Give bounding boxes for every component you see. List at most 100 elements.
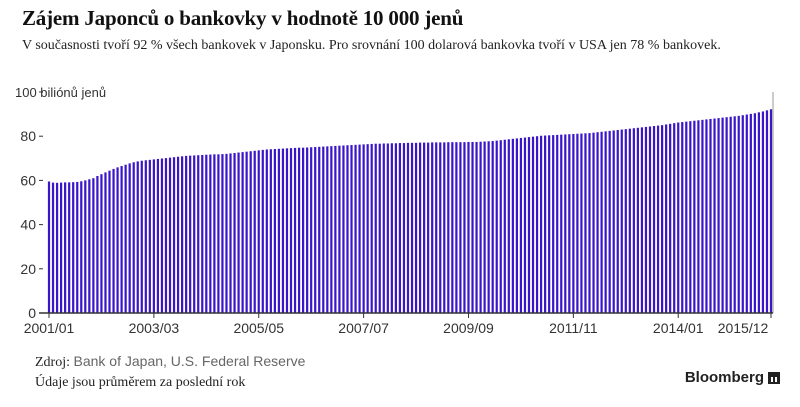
bar bbox=[209, 154, 212, 313]
bar bbox=[560, 134, 563, 313]
bar bbox=[539, 135, 543, 313]
bar bbox=[431, 142, 434, 313]
bar bbox=[737, 115, 740, 314]
bar bbox=[72, 182, 75, 313]
x-tick-label: 2007/07 bbox=[338, 320, 389, 336]
bar bbox=[632, 128, 635, 313]
bar bbox=[584, 133, 587, 313]
bar bbox=[681, 122, 684, 313]
chart-title: Zájem Japonců o bankovky v hodnotě 10 00… bbox=[22, 6, 464, 30]
bar bbox=[128, 163, 131, 313]
x-tick-label: 2003/03 bbox=[129, 320, 180, 336]
bar bbox=[511, 138, 514, 313]
bar bbox=[386, 143, 389, 313]
bar bbox=[326, 146, 329, 313]
bar bbox=[88, 179, 91, 313]
bar bbox=[495, 140, 498, 313]
bar bbox=[257, 150, 260, 313]
bar bbox=[310, 147, 313, 313]
bar bbox=[592, 132, 595, 313]
bar bbox=[394, 143, 397, 313]
x-tick-label: 2005/05 bbox=[233, 320, 284, 336]
bar bbox=[475, 141, 478, 313]
bar bbox=[253, 150, 256, 313]
bar bbox=[342, 145, 345, 313]
bar bbox=[281, 148, 285, 313]
bar bbox=[757, 112, 761, 313]
bar bbox=[527, 137, 531, 313]
bar bbox=[439, 142, 442, 313]
bar bbox=[556, 134, 559, 313]
bar bbox=[382, 143, 385, 313]
bar bbox=[418, 142, 422, 313]
bar bbox=[225, 153, 228, 313]
bar bbox=[221, 154, 224, 313]
bar bbox=[92, 178, 95, 313]
bar bbox=[705, 119, 708, 314]
bar bbox=[660, 125, 664, 314]
bar bbox=[463, 142, 466, 313]
bar bbox=[217, 154, 220, 313]
bar bbox=[164, 158, 168, 313]
bar bbox=[552, 135, 555, 313]
bar bbox=[245, 151, 248, 313]
bar bbox=[548, 135, 551, 313]
bar bbox=[644, 126, 648, 313]
bar bbox=[665, 124, 668, 314]
bar bbox=[483, 141, 486, 313]
x-tick-label: 2011/11 bbox=[549, 320, 598, 336]
bar bbox=[467, 141, 470, 313]
x-tick-label: 2015/12 bbox=[718, 320, 769, 336]
bar bbox=[709, 118, 712, 314]
bar bbox=[237, 152, 240, 313]
bar bbox=[277, 148, 281, 313]
bar bbox=[350, 145, 353, 313]
bar bbox=[568, 134, 571, 313]
bar bbox=[330, 146, 333, 313]
bar bbox=[701, 119, 704, 313]
y-axis-label: 100 biliónů jenů bbox=[15, 85, 106, 100]
bar bbox=[181, 156, 184, 313]
bar bbox=[76, 181, 79, 313]
bar bbox=[104, 172, 107, 313]
bar bbox=[427, 142, 430, 313]
bar bbox=[531, 136, 535, 313]
bar bbox=[713, 118, 716, 314]
bar bbox=[406, 142, 410, 313]
y-tick-label: 60 bbox=[20, 172, 36, 188]
bar bbox=[628, 128, 631, 313]
bar bbox=[733, 116, 736, 313]
bar bbox=[346, 145, 349, 313]
bar bbox=[59, 182, 63, 313]
bar bbox=[297, 147, 301, 313]
bar bbox=[160, 158, 164, 313]
bar bbox=[402, 143, 406, 313]
bar bbox=[176, 156, 180, 313]
y-tick-label: 80 bbox=[20, 128, 36, 144]
bar bbox=[693, 120, 696, 313]
source-text: Bank of Japan, U.S. Federal Reserve bbox=[73, 353, 306, 369]
source-label: Zdroj: bbox=[35, 355, 70, 370]
x-tick-label: 2014/01 bbox=[653, 320, 704, 336]
bar bbox=[677, 122, 680, 313]
bar bbox=[580, 133, 583, 313]
bar bbox=[354, 144, 357, 313]
bar bbox=[769, 109, 773, 314]
bar bbox=[273, 149, 276, 313]
bar bbox=[366, 144, 369, 313]
bar bbox=[132, 162, 135, 313]
bar bbox=[269, 149, 272, 313]
bar bbox=[673, 123, 676, 313]
bar bbox=[293, 147, 297, 313]
x-tick-label: 2001/01 bbox=[24, 320, 75, 336]
bar bbox=[185, 155, 188, 313]
bar bbox=[261, 149, 264, 313]
bar bbox=[721, 117, 724, 313]
bar bbox=[455, 142, 458, 313]
bar bbox=[765, 110, 769, 313]
bar bbox=[156, 158, 160, 313]
bar bbox=[314, 147, 317, 313]
bar bbox=[64, 182, 67, 313]
bar bbox=[729, 116, 732, 313]
